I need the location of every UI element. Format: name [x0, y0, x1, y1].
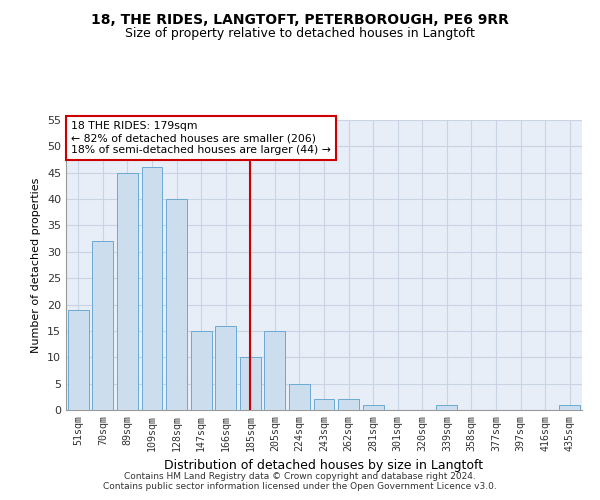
Bar [289, 384, 310, 410]
Text: Contains HM Land Registry data © Crown copyright and database right 2024.: Contains HM Land Registry data © Crown c… [124, 472, 476, 481]
Bar [240, 358, 261, 410]
Bar [92, 242, 113, 410]
Bar [68, 310, 89, 410]
Text: Size of property relative to detached houses in Langtoft: Size of property relative to detached ho… [125, 28, 475, 40]
Bar [117, 172, 138, 410]
Bar [166, 199, 187, 410]
Bar [436, 404, 457, 410]
Bar [559, 404, 580, 410]
Text: Contains public sector information licensed under the Open Government Licence v3: Contains public sector information licen… [103, 482, 497, 491]
Bar [338, 400, 359, 410]
Bar [362, 404, 383, 410]
Bar [191, 331, 212, 410]
Y-axis label: Number of detached properties: Number of detached properties [31, 178, 41, 352]
Text: 18 THE RIDES: 179sqm
← 82% of detached houses are smaller (206)
18% of semi-deta: 18 THE RIDES: 179sqm ← 82% of detached h… [71, 122, 331, 154]
Bar [265, 331, 286, 410]
Bar [215, 326, 236, 410]
Bar [142, 168, 163, 410]
Text: 18, THE RIDES, LANGTOFT, PETERBOROUGH, PE6 9RR: 18, THE RIDES, LANGTOFT, PETERBOROUGH, P… [91, 12, 509, 26]
Bar [314, 400, 334, 410]
X-axis label: Distribution of detached houses by size in Langtoft: Distribution of detached houses by size … [164, 459, 484, 472]
